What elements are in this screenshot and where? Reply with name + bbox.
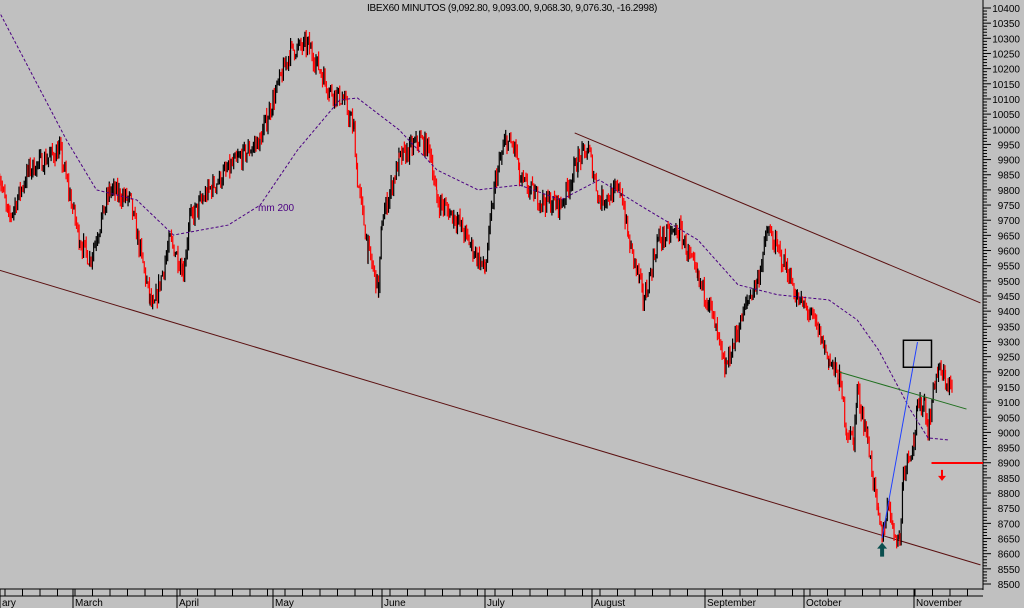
y-tick-label: 9950 [998,140,1021,151]
moving-average-label: mm 200 [258,203,295,214]
x-tick-label: May [275,598,294,608]
up-arrow-icon [877,542,888,557]
upper-channel-line [574,132,981,304]
y-tick-label: 10150 [992,80,1020,91]
y-tick-label: 9700 [998,216,1021,227]
down-arrow-icon [938,469,946,481]
y-tick-label: 10300 [992,34,1020,45]
y-tick-label: 9850 [998,171,1021,182]
x-tick-label: April [179,598,199,608]
y-tick-label: 8700 [998,519,1021,530]
y-tick-label: 8600 [998,550,1021,561]
moving-average-line [0,12,950,441]
y-tick-label: 10050 [992,110,1020,121]
y-tick-label: 9350 [998,322,1021,333]
y-tick-label: 8950 [998,444,1021,455]
x-tick-label: ary [2,598,16,608]
target-box [902,339,933,368]
y-tick-label: 9500 [998,277,1021,288]
y-tick-label: 8550 [998,565,1021,576]
y-tick-label: 9550 [998,262,1021,273]
y-tick-label: 10250 [992,49,1020,60]
x-tick-label: November [916,598,963,608]
y-tick-label: 10350 [992,19,1020,30]
y-tick-label: 9800 [998,186,1021,197]
y-tick-label: 9200 [998,368,1021,379]
y-tick-label: 9000 [998,428,1021,439]
x-tick-label: October [806,598,842,608]
y-tick-label: 9100 [998,398,1021,409]
y-tick-label: 8850 [998,474,1021,485]
x-tick-label: August [594,598,625,608]
y-tick-label: 9150 [998,383,1021,394]
y-tick-label: 9600 [998,247,1021,258]
x-tick-label: September [707,598,757,608]
blue-trend-line [881,341,918,539]
lower-channel-line [0,269,981,566]
green-trend-line [839,371,967,410]
x-tick-label: July [487,598,505,608]
y-tick-label: 9900 [998,156,1021,167]
y-tick-label: 10000 [992,125,1020,136]
y-tick-label: 10100 [992,95,1020,106]
y-tick-label: 8750 [998,504,1021,515]
y-tick-label: 9650 [998,231,1021,242]
y-tick-label: 8900 [998,459,1021,470]
x-tick-label: March [75,598,103,608]
y-tick-label: 9050 [998,413,1021,424]
y-tick-label: 9450 [998,292,1021,303]
chart-title: IBEX60 MINUTOS (9,092.80, 9,093.00, 9,06… [367,3,657,14]
y-tick-label: 8800 [998,489,1021,500]
x-tick-label: June [384,598,406,608]
y-tick-label: 9750 [998,201,1021,212]
y-tick-label: 9400 [998,307,1021,318]
y-tick-label: 9250 [998,353,1021,364]
y-tick-label: 9300 [998,337,1021,348]
y-tick-label: 8650 [998,535,1021,546]
y-tick-label: 10400 [992,4,1020,15]
y-tick-label: 8500 [998,580,1021,591]
y-tick-label: 10200 [992,65,1020,76]
